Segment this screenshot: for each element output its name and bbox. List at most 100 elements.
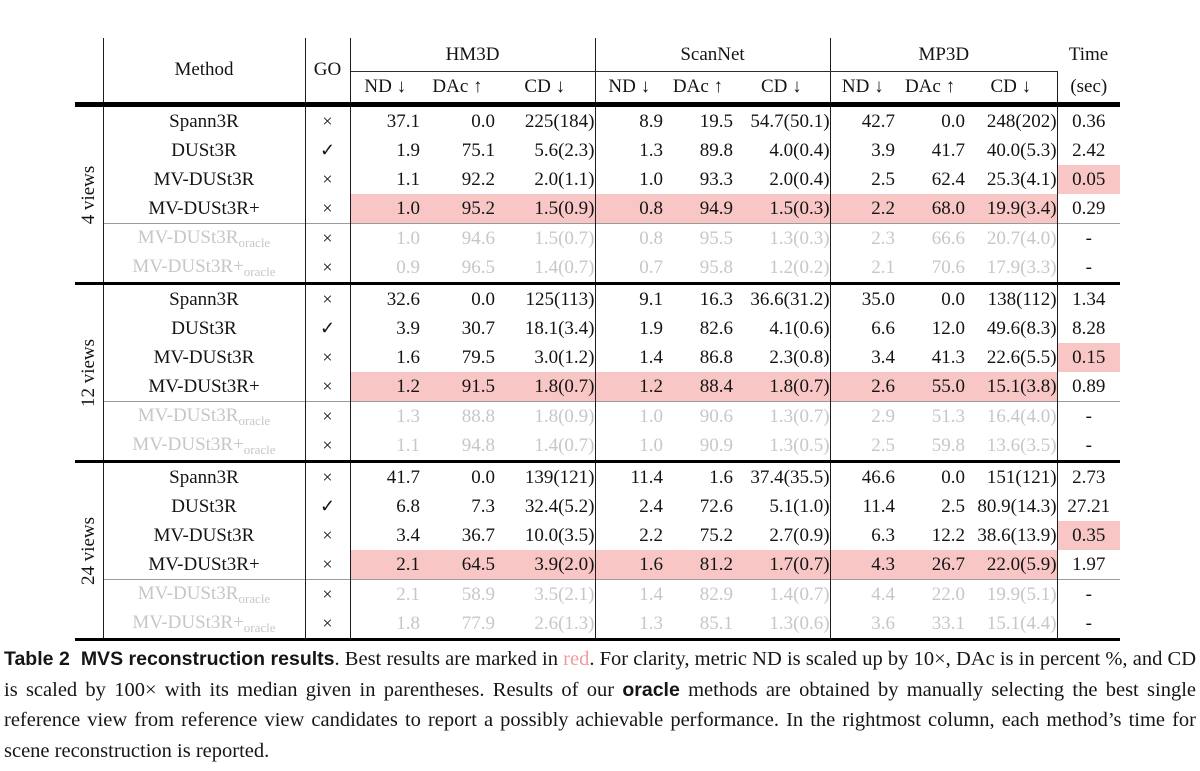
method-name: MV-DUSt3R+ [148, 375, 260, 397]
table-row: MV-DUSt3R × 1.1 92.2 2.0(1.1) 1.0 93.3 2.0(0.4)… [75, 165, 1121, 194]
metric-cell: 2.9 [830, 401, 896, 431]
metric-cell: 75.2 [699, 524, 733, 546]
metric-cell: 2.3(0.8) [733, 343, 831, 372]
metric-cell: 4.3 [830, 550, 896, 580]
metric-cell: 1.2 [350, 372, 420, 402]
method-name: Spann3R [169, 288, 239, 310]
metric-cell: 18.1(3.4) [495, 314, 596, 343]
metric-cell: 1.4(0.7) [733, 579, 831, 609]
metric-cell: 11.4 [862, 495, 896, 517]
metric-cell: 0.0 [941, 110, 966, 132]
metric-cell: 25.3(4.1) [965, 165, 1058, 194]
metric-cell: 1.0 [350, 194, 420, 224]
metric-cell: 22.0 [895, 579, 966, 609]
metric-cell: 17.9(3.3) [965, 253, 1058, 282]
metric-cell: 22.0(5.9) [965, 550, 1058, 580]
subheader-cd: CD ↓ [733, 71, 831, 102]
metric-cell: 2.1 [350, 550, 420, 580]
metric-cell: 0.0 [941, 288, 966, 310]
table-bottom-rule-line [75, 638, 1121, 641]
metric-cell: 3.0(1.2) [495, 343, 596, 372]
metric-cell: 95.8 [699, 256, 733, 278]
method-subscript: oracle [243, 619, 276, 635]
metric-cell: 1.6 [595, 550, 663, 580]
method-name: MV-DUSt3R [153, 168, 255, 190]
metric-cell: 4.4 [830, 579, 896, 609]
go-cell: × [305, 253, 351, 282]
subheader-cd: CD ↓ [495, 71, 596, 102]
metric-cell: 1.8(0.9) [495, 401, 596, 431]
table-row: DUSt3R ✓ 6.8 7.3 32.4(5.2) 2.4 72.6 5.1(1.0) 11.… [75, 492, 1120, 521]
metric-cell: 5.6(2.3) [495, 136, 596, 165]
time-cell: 27.21 [1067, 495, 1111, 517]
metric-cell: 32.4(5.2) [495, 492, 596, 521]
method-subscript: oracle [243, 441, 276, 457]
metric-cell: 0.7 [639, 256, 663, 278]
metric-cell: 15.1(4.4) [965, 609, 1058, 638]
time-cell: - [1085, 256, 1092, 278]
go-cell: × [305, 431, 351, 460]
metric-cell: 2.7(0.9) [733, 521, 831, 550]
metric-cell: 138(112) [965, 285, 1058, 314]
table-row: MV-DUSt3Roracle × 1.0 94.6 1.5(0.7) 0.8 95.5 1.… [75, 223, 1121, 253]
views-group-label: 12 views [75, 285, 104, 460]
method-name: DUSt3R [171, 139, 237, 161]
metric-cell: 70.6 [931, 256, 966, 278]
metric-cell: 1.8 [396, 612, 420, 634]
metric-cell: 79.5 [461, 346, 495, 368]
method-cell: DUSt3R [103, 314, 306, 343]
metric-cell: 125(113) [495, 285, 596, 314]
col-header-method: Method [103, 38, 306, 102]
subheader-cd: CD ↓ [965, 71, 1058, 102]
method-name: MV-DUSt3R+ [132, 433, 244, 455]
go-cell: ✓ [305, 136, 351, 165]
time-cell: 1.34 [1072, 288, 1106, 310]
table-row: MV-DUSt3R+oracle × 0.9 96.5 1.4(0.7) 0.7 95.8 1… [75, 253, 1120, 282]
metric-cell: 2.2 [830, 194, 896, 224]
metric-cell: 66.6 [895, 223, 966, 253]
metric-cell: 0.0 [471, 110, 495, 132]
metric-cell: 1.3(0.5) [733, 431, 831, 460]
method-cell: MV-DUSt3R+oracle [103, 431, 306, 460]
time-cell: 2.73 [1072, 466, 1106, 488]
metric-cell: 1.3(0.3) [733, 223, 831, 253]
table-row: MV-DUSt3R+oracle × 1.8 77.9 2.6(1.3) 1.3 85.1 1… [75, 609, 1120, 638]
metric-cell: 3.9 [871, 139, 896, 161]
metric-cell: 4.0(0.4) [733, 136, 831, 165]
metric-cell: 82.9 [663, 579, 733, 609]
col-header-time-unit: (sec) [1070, 75, 1108, 97]
metric-cell: 5.1(1.0) [733, 492, 831, 521]
time-cell: 1.97 [1072, 553, 1106, 575]
metric-cell: 1.0 [639, 434, 663, 456]
method-cell: MV-DUSt3Roracle [103, 401, 306, 431]
metric-cell: 94.6 [420, 223, 495, 253]
metric-cell: 1.0 [639, 168, 663, 190]
subheader-dac: DAc ↑ [672, 76, 724, 97]
metric-cell: 7.3 [471, 495, 495, 517]
method-name: MV-DUSt3R+ [132, 255, 244, 277]
metric-cell: 46.6 [861, 466, 896, 488]
metric-cell: 38.6(13.9) [965, 521, 1058, 550]
metric-cell: 90.9 [699, 434, 733, 456]
method-cell: Spann3R [103, 107, 306, 136]
go-cell: × [305, 285, 351, 314]
method-name: MV-DUSt3R [137, 404, 239, 426]
table-row: 12 views Spann3R × 32.6 0.0 125(113) 9.1 16.3 36… [75, 285, 1120, 460]
metric-cell: 41.7 [931, 139, 966, 161]
method-cell: MV-DUSt3Roracle [103, 223, 306, 253]
metric-cell: 1.9 [639, 317, 663, 339]
table-row: MV-DUSt3R × 3.4 36.7 10.0(3.5) 2.2 75.2 2.7(0.9… [75, 521, 1121, 550]
table-row: MV-DUSt3Roracle × 2.1 58.9 3.5(2.1) 1.4 82.9 1.… [75, 579, 1121, 609]
metric-cell: 2.5 [871, 434, 896, 456]
method-name: MV-DUSt3R [137, 226, 239, 248]
metric-cell: 42.7 [861, 110, 896, 132]
metric-cell: 33.1 [931, 612, 966, 634]
metric-cell: 32.6 [386, 288, 420, 310]
metric-cell: 1.0 [350, 223, 420, 253]
metric-cell: 68.0 [895, 194, 966, 224]
metric-cell: 89.8 [699, 139, 733, 161]
metric-cell: 90.6 [663, 401, 733, 431]
metric-cell: 2.6(1.3) [495, 609, 596, 638]
go-cell: × [305, 343, 351, 372]
table-row: MV-DUSt3R+ × 1.0 95.2 1.5(0.9) 0.8 94.9 1.5(0.3… [75, 194, 1120, 224]
